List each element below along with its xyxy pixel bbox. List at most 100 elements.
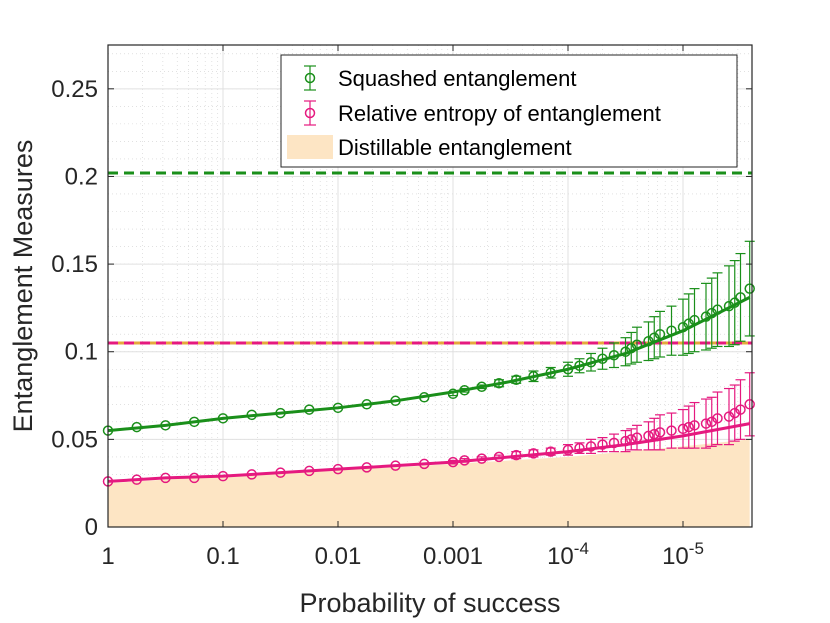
- data-point: [735, 292, 746, 303]
- data-point: [620, 346, 631, 357]
- legend-entry-squashed: Squashed entanglement: [304, 65, 577, 91]
- y-tick-label: 0.05: [51, 426, 98, 453]
- distillable-area: [108, 439, 750, 527]
- data-point: [511, 449, 522, 461]
- data-point: [419, 458, 430, 470]
- data-point: [574, 442, 585, 454]
- data-point: [332, 402, 344, 414]
- x-tick-label: 0.1: [206, 543, 239, 570]
- data-point: [689, 314, 700, 326]
- y-tick-label: 0.25: [51, 76, 98, 103]
- data-point: [597, 439, 608, 450]
- data-point: [620, 435, 631, 447]
- data-point: [597, 353, 608, 364]
- data-point: [700, 418, 712, 429]
- data-point: [447, 456, 459, 468]
- y-tick-label: 0.15: [51, 251, 98, 278]
- data-point: [706, 307, 717, 319]
- data-point: [511, 374, 522, 386]
- legend-marker-swatch: [287, 135, 333, 159]
- x-tick-label: 10-4: [547, 539, 589, 570]
- data-point: [712, 304, 723, 315]
- legend: Squashed entanglement Relative entropy o…: [280, 54, 738, 168]
- data-point: [735, 404, 746, 415]
- legend-label: Distillable entanglement: [338, 135, 572, 160]
- data-point: [689, 420, 700, 431]
- data-point: [626, 342, 637, 354]
- data-point: [631, 432, 643, 443]
- data-point: [493, 378, 505, 389]
- x-axis-label: Probability of success: [299, 588, 560, 618]
- data-point: [562, 444, 574, 456]
- data-point: [683, 421, 694, 433]
- data-point: [390, 460, 401, 471]
- axes: [107, 44, 753, 528]
- data-point: [744, 283, 755, 294]
- data-point: [246, 409, 257, 421]
- data-point: [729, 407, 740, 419]
- data-point: [419, 392, 430, 403]
- data-point: [562, 364, 574, 375]
- data-point: [723, 411, 735, 422]
- data-point: [666, 425, 677, 436]
- data-point: [585, 441, 597, 452]
- data-point: [545, 446, 556, 457]
- y-tick-label: 0: [85, 514, 98, 541]
- data-point: [700, 311, 712, 322]
- legend-entry-distillable: Distillable entanglement: [287, 135, 572, 160]
- area-fills: [108, 439, 750, 527]
- x-tick-label: 10-5: [662, 539, 704, 570]
- data-point: [744, 399, 755, 410]
- data-point: [160, 420, 171, 431]
- data-point: [545, 367, 556, 379]
- series-layer: [102, 240, 755, 487]
- data-point: [275, 467, 286, 478]
- data-point: [459, 455, 470, 466]
- data-point: [528, 371, 539, 382]
- data-point: [608, 437, 620, 449]
- y-axis-label: Entanglement Measures: [8, 140, 38, 433]
- data-point: [189, 416, 200, 428]
- data-point: [654, 328, 666, 340]
- y-tick-label: 0.2: [65, 163, 98, 190]
- data-point: [712, 413, 723, 424]
- legend-entry-relative-entropy: Relative entropy of entanglement: [304, 100, 661, 126]
- data-point: [390, 395, 401, 407]
- data-point: [304, 465, 315, 477]
- data-point: [706, 416, 717, 428]
- data-point: [131, 421, 142, 433]
- legend-marker-circle: [304, 72, 316, 84]
- data-point: [304, 404, 315, 415]
- data-point: [476, 453, 487, 464]
- data-point: [608, 349, 620, 361]
- tick-labels: 1 0.1 0.01 0.001 10-4 10-5 0 0.05 0.1 0.15 0.2 0.25: [51, 76, 704, 570]
- x-tick-label: 0.01: [315, 543, 362, 570]
- data-point: [459, 385, 470, 396]
- x-tick-label: 1: [101, 543, 114, 570]
- data-point: [643, 335, 654, 347]
- data-point: [683, 318, 694, 329]
- data-point: [677, 321, 689, 333]
- y-tick-label: 0.1: [65, 339, 98, 366]
- data-point: [574, 360, 585, 371]
- legend-box: [280, 54, 738, 168]
- series-0: [102, 240, 755, 436]
- data-point: [361, 462, 372, 473]
- data-point: [585, 356, 597, 368]
- data-point: [246, 469, 257, 480]
- data-point: [654, 427, 666, 438]
- axes-box: [107, 44, 753, 528]
- data-point: [332, 463, 344, 475]
- fit-line: [107, 422, 750, 483]
- data-point: [528, 448, 539, 459]
- data-point: [631, 339, 643, 350]
- data-point: [729, 297, 740, 308]
- data-point: [217, 413, 229, 424]
- data-point: [626, 434, 637, 445]
- legend-label: Squashed entanglement: [338, 66, 577, 91]
- data-point: [649, 332, 660, 343]
- data-point: [723, 300, 735, 312]
- data-point: [361, 399, 372, 410]
- x-tick-label: 0.001: [423, 543, 483, 570]
